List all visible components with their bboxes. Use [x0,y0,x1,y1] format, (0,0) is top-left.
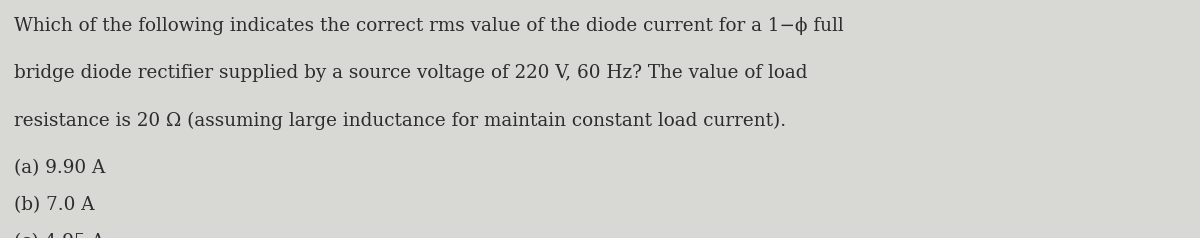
Text: (a) 9.90 A: (a) 9.90 A [14,159,106,178]
Text: (b) 7.0 A: (b) 7.0 A [14,196,95,214]
Text: (c) 4.95 A: (c) 4.95 A [14,233,106,238]
Text: resistance is 20 Ω (assuming large inductance for maintain constant load current: resistance is 20 Ω (assuming large induc… [14,112,786,130]
Text: bridge diode rectifier supplied by a source voltage of 220 V, 60 Hz? The value o: bridge diode rectifier supplied by a sou… [14,64,808,82]
Text: Which of the following indicates the correct rms value of the diode current for : Which of the following indicates the cor… [14,17,844,35]
